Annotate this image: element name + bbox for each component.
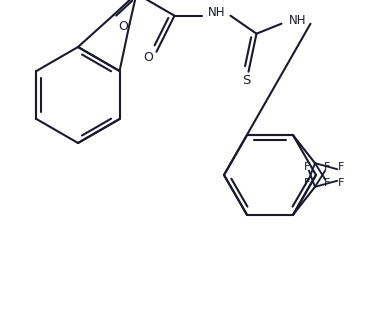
Text: F: F	[304, 162, 310, 172]
Text: NH: NH	[289, 14, 306, 27]
Text: F: F	[324, 178, 330, 188]
Text: F: F	[338, 178, 344, 188]
Text: F: F	[338, 162, 344, 172]
Text: O: O	[119, 19, 128, 33]
Text: F: F	[324, 162, 330, 172]
Text: NH: NH	[208, 6, 225, 19]
Text: S: S	[242, 74, 251, 87]
Text: O: O	[144, 51, 153, 64]
Text: F: F	[304, 178, 310, 188]
